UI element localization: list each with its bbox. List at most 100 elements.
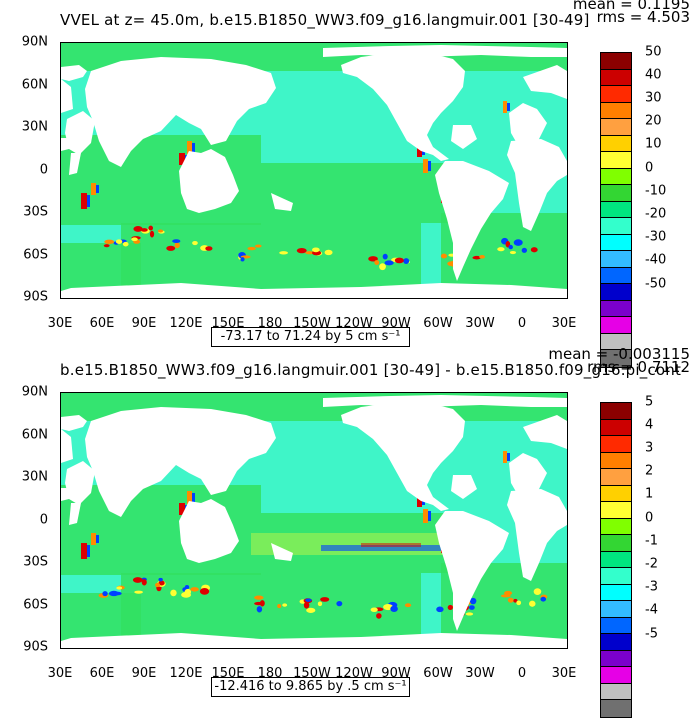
boundary-current-streak [179, 153, 185, 165]
circumpolar-eddy [140, 228, 148, 232]
circumpolar-eddy [181, 591, 192, 598]
circumpolar-eddy [370, 607, 378, 613]
map-plot [60, 392, 568, 649]
circumpolar-eddy [184, 585, 190, 590]
colorbar-box [601, 601, 631, 618]
lon-label: 120E [169, 666, 203, 681]
land-mass [61, 415, 87, 431]
land-mass [61, 429, 73, 463]
lat-label: 60N [21, 77, 48, 92]
circumpolar-eddy [376, 613, 382, 619]
land-mass [341, 53, 465, 161]
lat-label: 60S [23, 247, 48, 262]
circumpolar-eddy [305, 251, 315, 255]
circumpolar-eddy [103, 244, 110, 248]
lon-label: 0 [517, 666, 527, 681]
circumpolar-eddy [521, 247, 528, 253]
map-plot [60, 42, 568, 299]
lat-label: 90S [23, 639, 48, 655]
circumpolar-eddy [116, 586, 123, 590]
circumpolar-eddy [132, 577, 143, 583]
stats-block: mean = -0.003115 rms = 0.7112 [548, 347, 690, 375]
colorbar-label: -20 [645, 206, 667, 222]
colorbar-box [601, 518, 631, 535]
circumpolar-eddy [530, 247, 538, 253]
colorbar-box [601, 53, 631, 70]
lat-label: 30S [23, 204, 48, 220]
circumpolar-eddy [134, 590, 143, 594]
circumpolar-eddy [504, 590, 513, 596]
circumpolar-eddy [312, 247, 320, 253]
lat-label: 60S [23, 597, 48, 612]
contour-range-label: -73.17 to 71.24 by 5 cm s⁻¹ [211, 327, 410, 347]
ocean-velocity-zone [261, 163, 461, 223]
land-mass [451, 475, 477, 499]
colorbar-box [601, 469, 631, 486]
circumpolar-eddy [513, 598, 518, 603]
circumpolar-eddy [131, 237, 138, 242]
colorbar-box [601, 419, 631, 436]
lon-label: 60E [89, 316, 115, 331]
map-canvas [61, 43, 567, 298]
contour-range-label: -12.416 to 9.865 by .5 cm s⁻¹ [211, 677, 410, 697]
colorbar-label: 4 [645, 417, 654, 433]
lon-label: 30E [47, 666, 73, 681]
colorbar-box [601, 452, 631, 469]
land-mass [61, 65, 87, 81]
colorbar-box [601, 201, 631, 218]
boundary-current-streak [503, 101, 507, 113]
land-mass [69, 153, 81, 175]
circumpolar-eddy [108, 590, 119, 597]
boundary-current-streak [417, 143, 422, 157]
circumpolar-eddy [306, 607, 316, 613]
colorbar-box [601, 284, 631, 301]
circumpolar-eddy [317, 601, 323, 607]
colorbar-label: 0 [645, 160, 654, 176]
circumpolar-eddy [447, 604, 453, 611]
boundary-current-streak [503, 451, 507, 463]
circumpolar-eddy [122, 241, 129, 247]
land-mass [451, 125, 477, 149]
boundary-current-streak [87, 545, 90, 557]
boundary-current-streak [423, 509, 428, 523]
colorbar-label: -10 [645, 183, 667, 199]
colorbar-label: 2 [645, 463, 654, 479]
land-mass [69, 503, 81, 525]
colorbar-box [601, 218, 631, 235]
circumpolar-eddy [199, 588, 210, 595]
circumpolar-eddy [497, 247, 505, 252]
circumpolar-eddy [305, 598, 312, 602]
lon-label: 30E [551, 316, 577, 331]
lat-label: 30N [21, 119, 48, 135]
circumpolar-eddy [190, 587, 199, 592]
lat-label: 90S [23, 289, 48, 305]
lon-label: 30E [47, 316, 73, 331]
boundary-current-streak [428, 511, 431, 521]
colorbar-box [601, 634, 631, 651]
circumpolar-eddy [336, 601, 343, 607]
colorbar-label: 50 [645, 44, 662, 60]
circumpolar-eddy [192, 240, 198, 246]
land-mass [271, 543, 293, 561]
colorbar-box [601, 152, 631, 169]
land-mass [61, 488, 77, 501]
circumpolar-eddy [282, 603, 288, 607]
boundary-current-streak [81, 543, 87, 559]
circumpolar-eddy [277, 603, 282, 609]
land-mass [523, 65, 567, 99]
lat-label: 90N [21, 384, 48, 400]
circumpolar-eddy [247, 246, 256, 251]
land-mass [85, 407, 276, 517]
colorbar-label: -40 [645, 252, 667, 268]
lon-label: 30W [465, 316, 495, 331]
colorbar-box [601, 135, 631, 152]
circumpolar-eddy [382, 253, 388, 260]
circumpolar-eddy [296, 248, 307, 254]
circumpolar-eddy [155, 582, 161, 588]
circumpolar-eddy [403, 258, 410, 264]
boundary-current-streak [81, 193, 87, 209]
boundary-current-streak [428, 161, 431, 171]
colorbar-label: -3 [645, 579, 658, 595]
land-mass [507, 489, 567, 581]
circumpolar-eddy [379, 263, 386, 271]
